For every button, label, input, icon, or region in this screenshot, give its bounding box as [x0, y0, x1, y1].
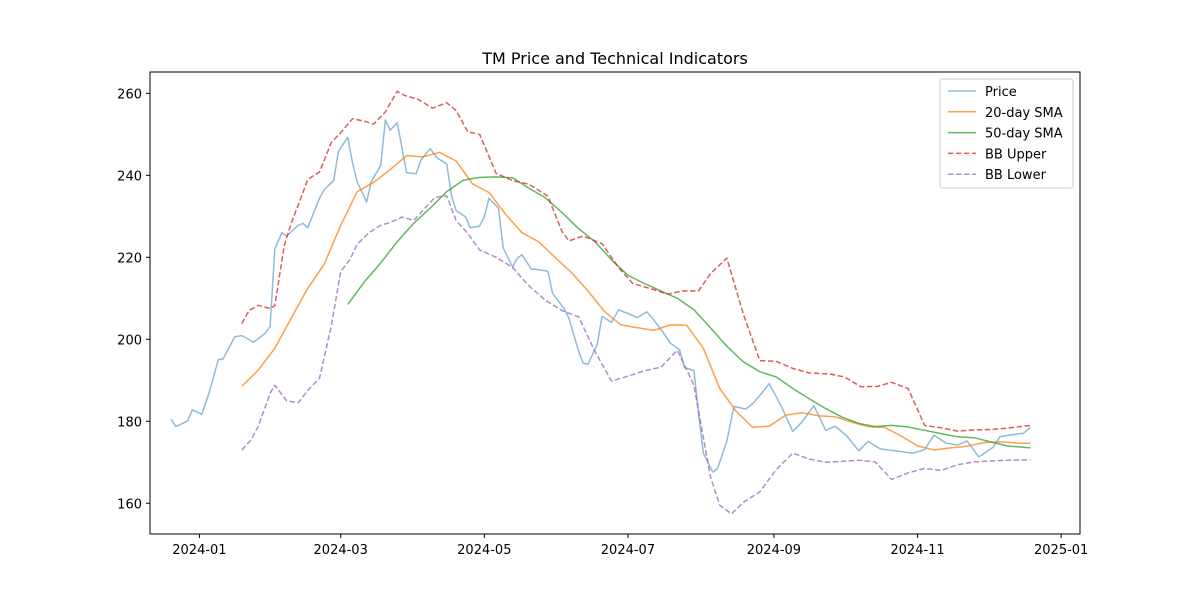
- plot-frame: [149, 71, 1081, 535]
- legend: Price 20-day SMA 50-day SMA BB Upper BB Lowe…: [939, 78, 1074, 189]
- y-axis: 160 180 200 220 240 260: [117, 87, 150, 512]
- y-tick-label: 260: [117, 87, 142, 102]
- x-tick-label: 2024-03: [314, 543, 368, 558]
- legend-label: BB Lower: [985, 168, 1047, 183]
- y-tick-label: 180: [117, 415, 142, 430]
- series-line-bb-lower: [241, 195, 1031, 515]
- y-tick-label: 160: [117, 497, 142, 512]
- x-tick-label: 2024-07: [601, 543, 655, 558]
- chart-title: TM Price and Technical Indicators: [481, 49, 748, 68]
- series-line-50-day-sma: [347, 176, 1031, 449]
- legend-label: 20-day SMA: [985, 106, 1063, 121]
- series-layer: [170, 90, 1032, 515]
- legend-box: [939, 78, 1074, 189]
- legend-label: BB Upper: [985, 147, 1047, 162]
- x-tick-label: 2024-09: [747, 543, 801, 558]
- y-tick-label: 240: [117, 169, 142, 184]
- y-tick-label: 200: [117, 333, 142, 348]
- series-line-20-day-sma: [241, 151, 1031, 451]
- x-tick-label: 2024-11: [890, 543, 944, 558]
- legend-label: 50-day SMA: [985, 127, 1063, 142]
- x-tick-label: 2025-01: [1034, 543, 1088, 558]
- x-tick-label: 2024-01: [172, 543, 226, 558]
- series-line-price: [170, 119, 1032, 473]
- x-tick-label: 2024-05: [457, 543, 511, 558]
- y-tick-label: 220: [117, 251, 142, 266]
- x-axis: 2024-01 2024-03 2024-05 2024-07 2024-09 2024-…: [172, 534, 1088, 558]
- legend-label: Price: [985, 85, 1017, 100]
- series-line-bb-upper: [241, 90, 1031, 432]
